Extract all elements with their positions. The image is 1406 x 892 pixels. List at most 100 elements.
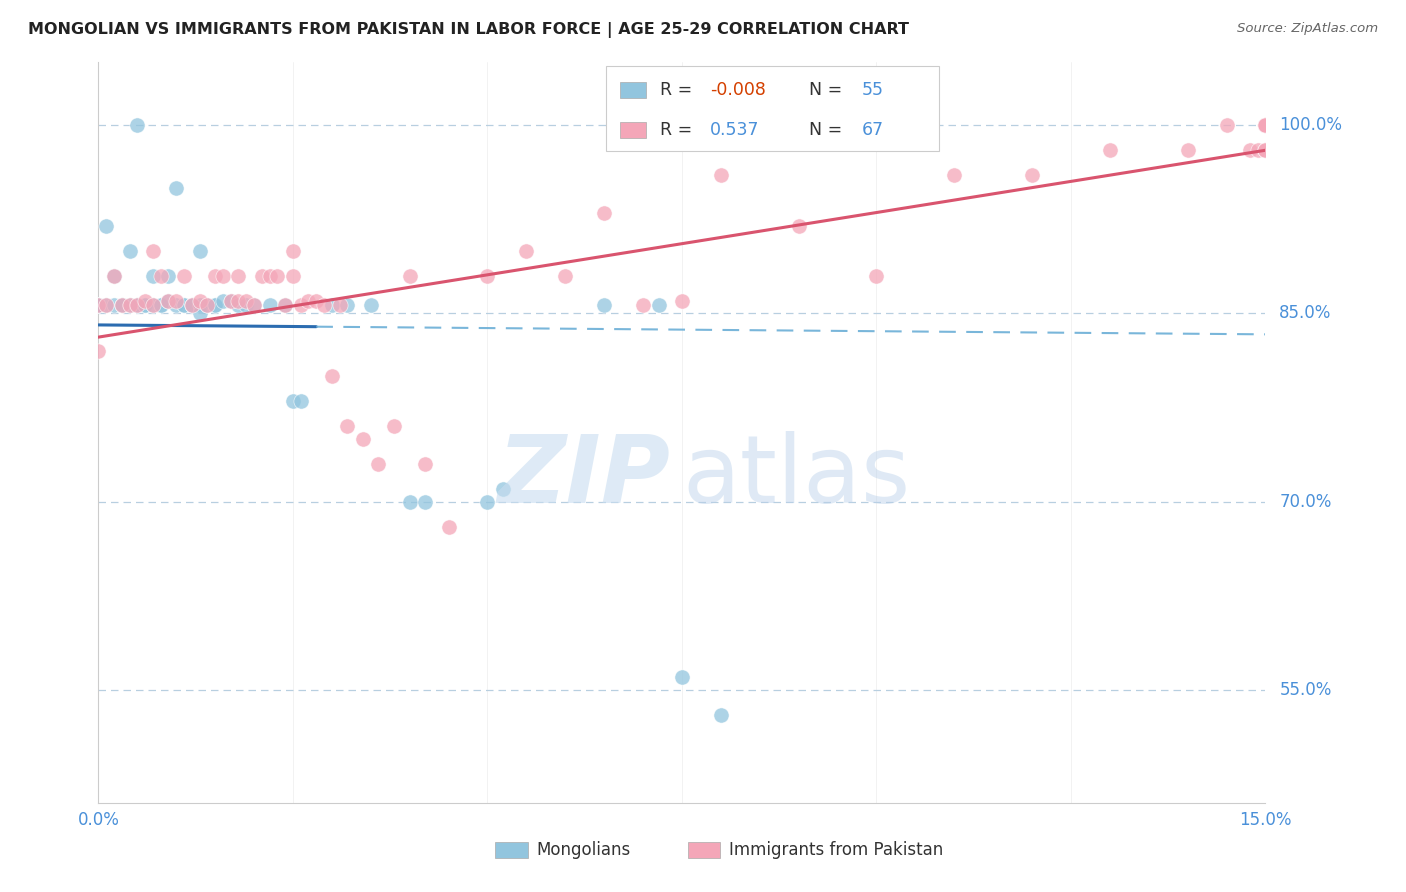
- Text: atlas: atlas: [682, 431, 910, 523]
- Point: [96, 298, 118, 312]
- Point: [492, 482, 515, 496]
- Point: [336, 298, 359, 312]
- Point: [111, 298, 134, 312]
- Point: [515, 244, 537, 258]
- Point: [127, 298, 149, 312]
- Point: [87, 298, 110, 312]
- Point: [96, 219, 118, 233]
- Point: [103, 298, 125, 312]
- Point: [1246, 143, 1268, 157]
- Point: [413, 457, 436, 471]
- Point: [398, 268, 420, 283]
- Point: [413, 494, 436, 508]
- Point: [188, 293, 211, 308]
- Point: [671, 293, 693, 308]
- Point: [87, 298, 110, 312]
- Point: [87, 344, 110, 359]
- Point: [103, 268, 125, 283]
- Point: [710, 169, 733, 183]
- Point: [281, 394, 304, 409]
- Text: Source: ZipAtlas.com: Source: ZipAtlas.com: [1237, 22, 1378, 36]
- Point: [127, 298, 149, 312]
- Point: [157, 268, 180, 283]
- Point: [204, 298, 226, 312]
- Bar: [688, 842, 720, 858]
- FancyBboxPatch shape: [606, 66, 939, 152]
- Point: [243, 298, 266, 312]
- Point: [1254, 118, 1277, 132]
- Point: [477, 494, 499, 508]
- Point: [477, 268, 499, 283]
- Point: [1254, 118, 1277, 132]
- Point: [321, 369, 343, 384]
- Point: [87, 298, 110, 312]
- Text: ZIP: ZIP: [498, 431, 671, 523]
- Text: 70.0%: 70.0%: [1279, 492, 1331, 510]
- Point: [149, 298, 172, 312]
- Point: [281, 244, 304, 258]
- Point: [312, 298, 335, 312]
- Point: [188, 306, 211, 320]
- Point: [180, 298, 202, 312]
- Text: 85.0%: 85.0%: [1279, 304, 1331, 322]
- Point: [134, 298, 156, 312]
- Point: [127, 298, 149, 312]
- Point: [593, 206, 616, 220]
- Point: [290, 394, 312, 409]
- Point: [235, 293, 257, 308]
- Point: [228, 268, 250, 283]
- Point: [631, 298, 654, 312]
- Point: [1254, 143, 1277, 157]
- Point: [336, 419, 359, 434]
- Bar: [495, 842, 527, 858]
- Text: 0.537: 0.537: [710, 121, 759, 139]
- Point: [188, 244, 211, 258]
- Point: [1098, 143, 1121, 157]
- Text: 55: 55: [862, 81, 883, 99]
- Point: [195, 298, 218, 312]
- Point: [281, 268, 304, 283]
- Point: [321, 298, 343, 312]
- Text: R =: R =: [659, 121, 697, 139]
- Point: [149, 298, 172, 312]
- Point: [943, 169, 966, 183]
- Point: [305, 293, 328, 308]
- Point: [274, 298, 297, 312]
- Point: [103, 268, 125, 283]
- Point: [259, 268, 281, 283]
- Text: Mongolians: Mongolians: [536, 841, 630, 859]
- Text: N =: N =: [808, 121, 848, 139]
- Point: [352, 432, 374, 446]
- Point: [157, 293, 180, 308]
- Point: [173, 268, 195, 283]
- Text: MONGOLIAN VS IMMIGRANTS FROM PAKISTAN IN LABOR FORCE | AGE 25-29 CORRELATION CHA: MONGOLIAN VS IMMIGRANTS FROM PAKISTAN IN…: [28, 22, 910, 38]
- Point: [118, 298, 141, 312]
- Point: [259, 298, 281, 312]
- Point: [329, 298, 352, 312]
- Point: [360, 298, 382, 312]
- Text: 67: 67: [862, 121, 884, 139]
- Point: [710, 708, 733, 723]
- Point: [398, 494, 420, 508]
- Point: [266, 268, 288, 283]
- Point: [212, 268, 235, 283]
- Point: [149, 268, 172, 283]
- Point: [290, 298, 312, 312]
- Point: [671, 670, 693, 684]
- Point: [87, 298, 110, 312]
- Point: [1254, 143, 1277, 157]
- Point: [787, 219, 810, 233]
- Point: [437, 520, 460, 534]
- Point: [1215, 118, 1237, 132]
- Point: [118, 244, 141, 258]
- Point: [87, 298, 110, 312]
- Point: [367, 457, 389, 471]
- Point: [134, 298, 156, 312]
- Point: [219, 293, 242, 308]
- Point: [1254, 118, 1277, 132]
- Point: [127, 118, 149, 132]
- Point: [250, 268, 273, 283]
- Point: [118, 298, 141, 312]
- Point: [111, 298, 134, 312]
- Point: [195, 298, 218, 312]
